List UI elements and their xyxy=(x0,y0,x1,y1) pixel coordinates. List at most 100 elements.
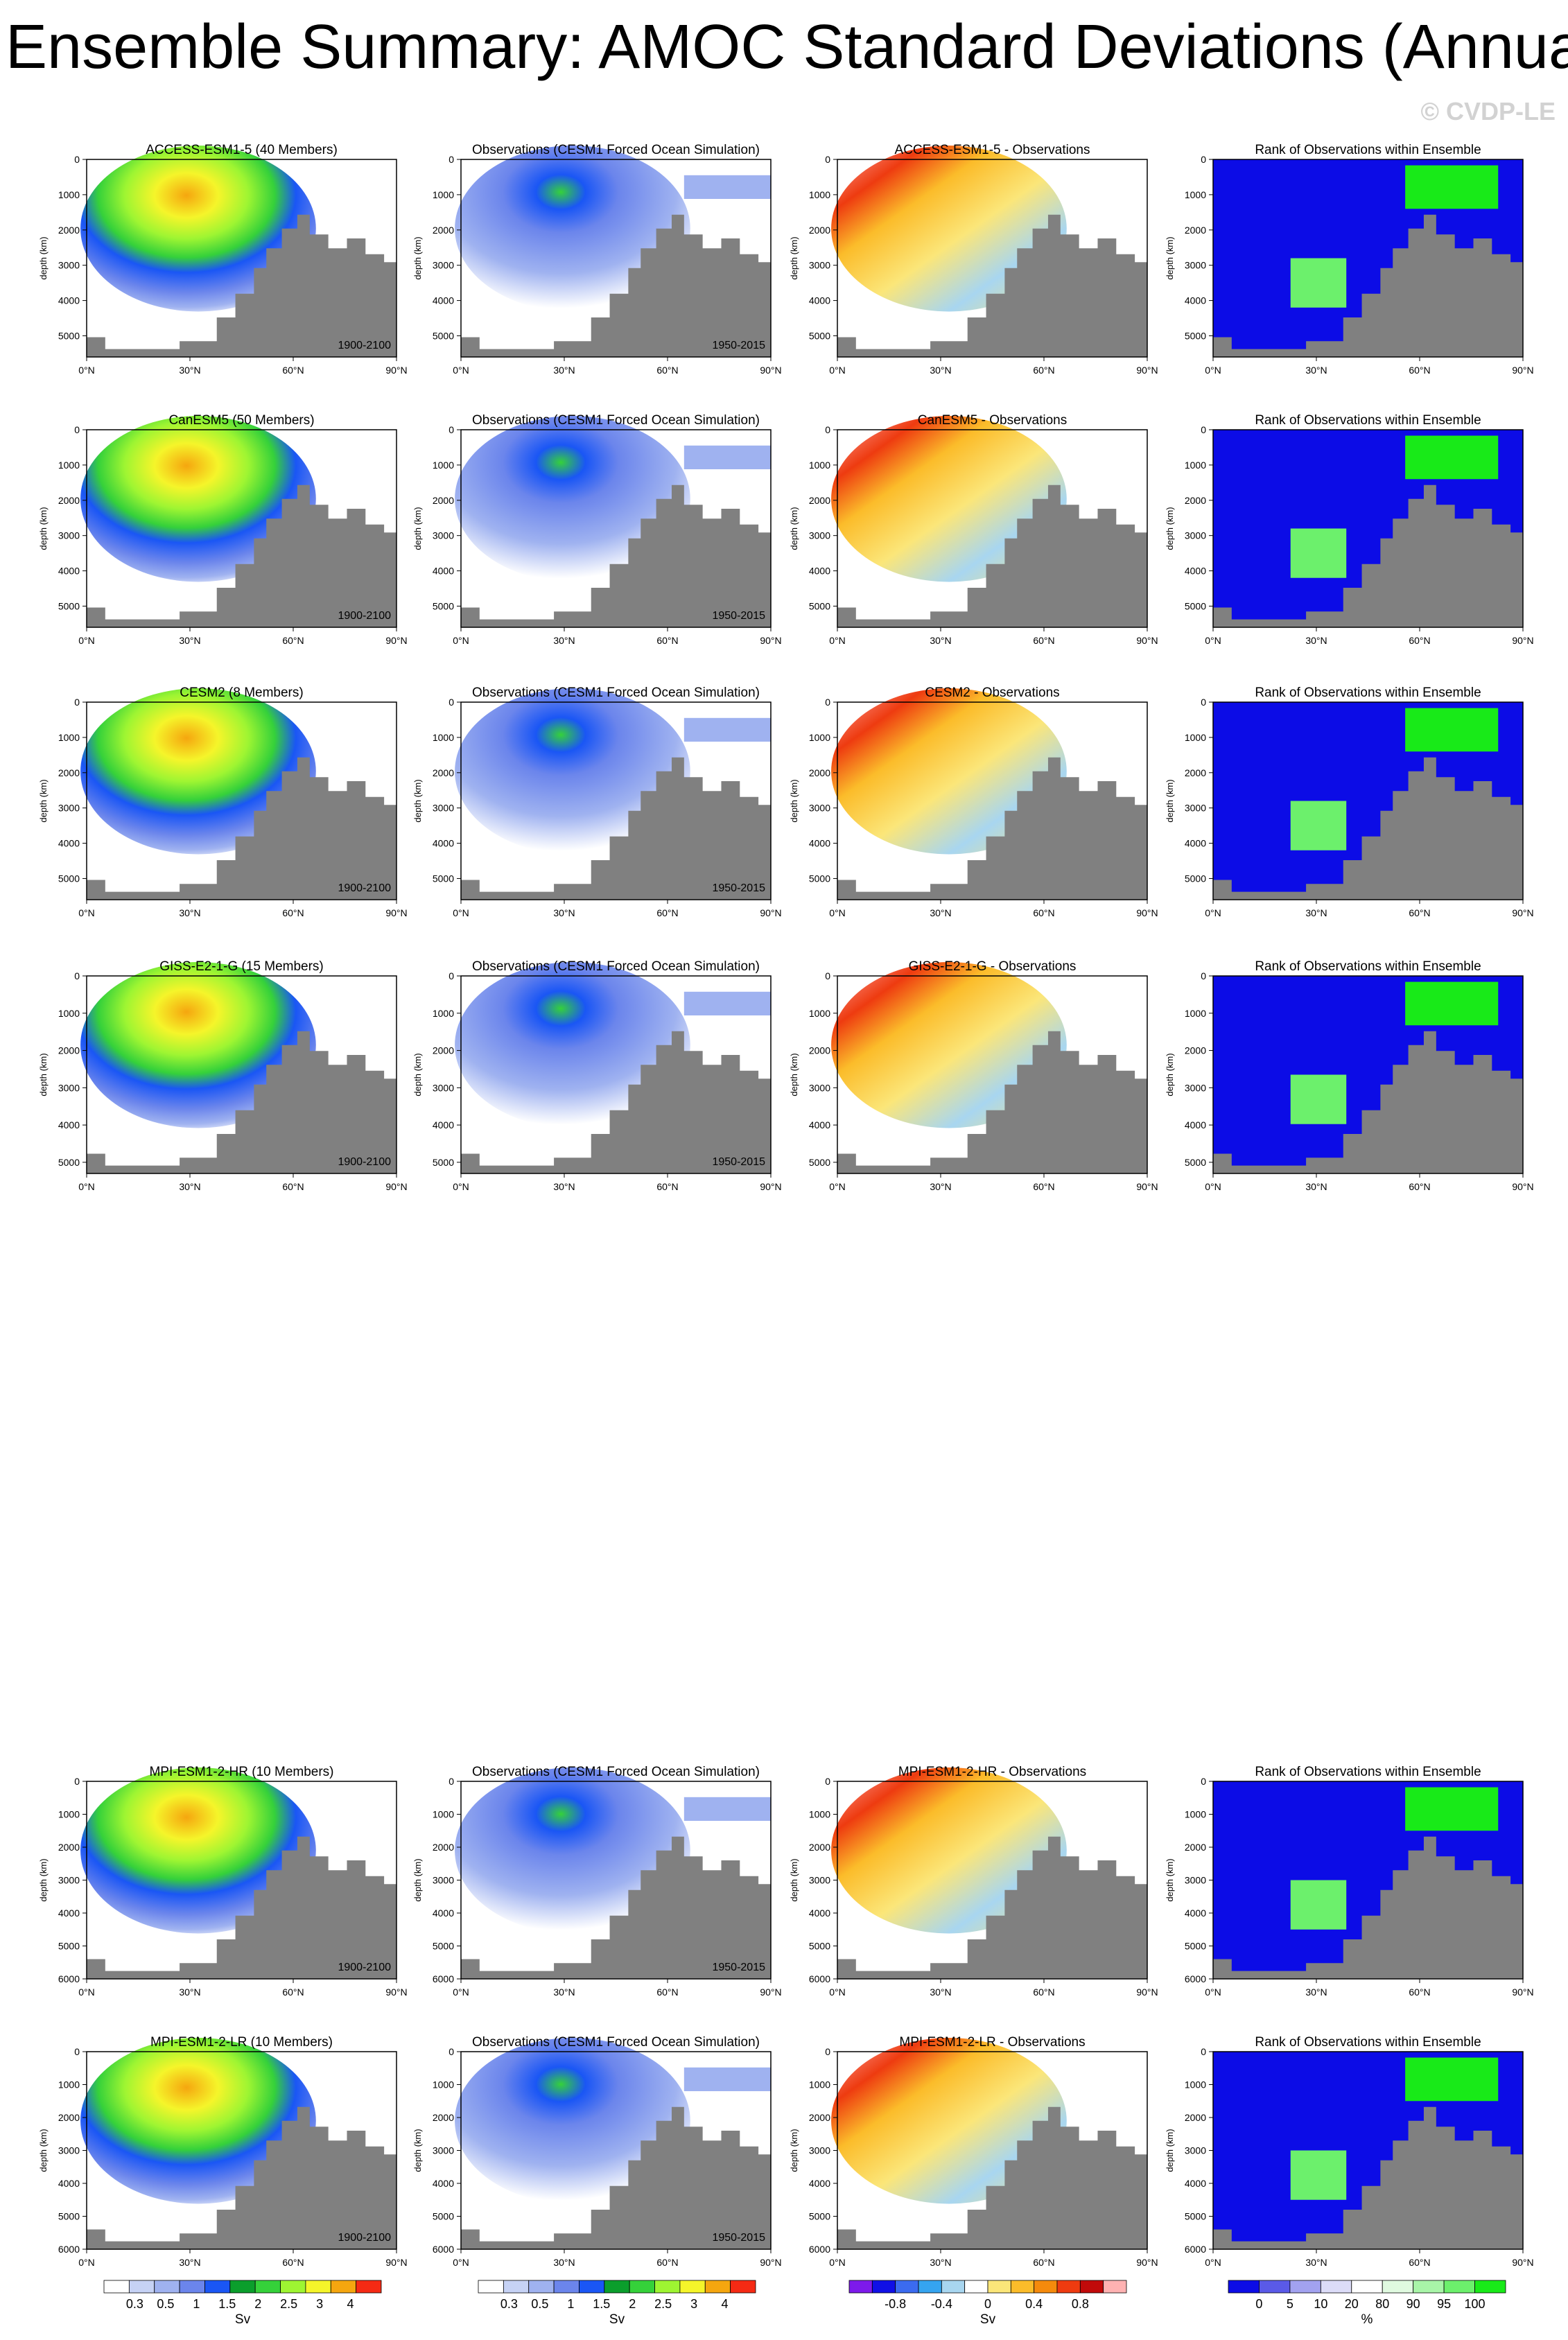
period-label: 1900-2100 xyxy=(338,340,391,351)
y-axis-label: depth (km) xyxy=(412,1858,423,1901)
labelbar-swatch xyxy=(1474,2280,1506,2294)
ytick-label: 4000 xyxy=(1185,1907,1206,1919)
period-label: 1900-2100 xyxy=(338,2232,391,2244)
panel-r3-c2: GISS-E2-1-G - Observations 0°N 30°N 60°N 90°… xyxy=(789,959,1158,1192)
ytick-label: 5000 xyxy=(809,600,830,611)
y-axis-label: depth (km) xyxy=(1165,236,1175,279)
labelbar-swatch xyxy=(1259,2280,1291,2294)
xtick-label: 30°N xyxy=(1305,635,1327,646)
labelbar-tick: 1 xyxy=(567,2297,574,2311)
ytick-label: 2000 xyxy=(1185,2112,1206,2123)
xtick-label: 60°N xyxy=(656,1181,678,1192)
labelbar-tick: 2 xyxy=(629,2297,636,2311)
panel-title: Observations (CESM1 Forced Ocean Simulat… xyxy=(472,1765,760,1779)
rank-mid-patch xyxy=(1290,801,1347,850)
panel-frame xyxy=(86,975,397,1174)
ytick-label: 4000 xyxy=(433,838,454,849)
ytick-label: 2000 xyxy=(809,767,830,778)
land-mask xyxy=(87,214,397,357)
ytick-label: 0 xyxy=(1201,970,1206,981)
rank-high-patch xyxy=(1405,1787,1499,1831)
xtick-label: 30°N xyxy=(553,1181,575,1192)
ytick-label: 4000 xyxy=(809,1907,830,1919)
labelbar-swatch xyxy=(1056,2280,1081,2294)
panel-grid: ACCESS-ESM1-5 (40 Members) 1900-2100 0°N 30… xyxy=(38,143,1534,2268)
ytick-label: 5000 xyxy=(1185,600,1206,611)
ytick-label: 1000 xyxy=(1185,189,1206,200)
obs-band xyxy=(683,717,771,742)
labelbar-unit: Sv xyxy=(980,2312,996,2327)
obs-band xyxy=(683,175,771,199)
y-axis-label: depth (km) xyxy=(789,779,799,822)
rank-mid-patch xyxy=(1290,258,1347,308)
ytick-label: 0 xyxy=(1201,424,1206,435)
xtick-label: 30°N xyxy=(1305,1987,1327,1998)
obs-band xyxy=(683,445,771,469)
ytick-label: 4000 xyxy=(809,1119,830,1130)
xtick-label: 0°N xyxy=(453,2257,469,2268)
ytick-label: 3000 xyxy=(809,260,830,271)
xtick-label: 60°N xyxy=(1033,1181,1054,1192)
panel-title: Observations (CESM1 Forced Ocean Simulat… xyxy=(472,686,760,700)
xtick-label: 0°N xyxy=(829,635,846,646)
ytick-label: 5000 xyxy=(809,1941,830,1952)
xtick-label: 0°N xyxy=(829,1181,846,1192)
ytick-label: 1000 xyxy=(58,1809,80,1820)
xtick-label: 60°N xyxy=(282,1987,304,1998)
ytick-label: 2000 xyxy=(58,2112,80,2123)
xtick-label: 30°N xyxy=(553,1987,575,1998)
panel-r1-c1: Observations (CESM1 Forced Ocean Simulat… xyxy=(412,413,782,646)
panel-title: Observations (CESM1 Forced Ocean Simulat… xyxy=(472,2035,760,2050)
panel-frame xyxy=(837,701,1148,900)
labelbar-swatch xyxy=(280,2280,306,2294)
ytick-label: 1000 xyxy=(58,460,80,471)
xtick-label: 0°N xyxy=(78,635,95,646)
page-title: Ensemble Summary: AMOC Standard Deviatio… xyxy=(6,12,1568,82)
y-axis-label: depth (km) xyxy=(412,2129,423,2172)
labelbar-swatch xyxy=(1351,2280,1383,2294)
ytick-label: 4000 xyxy=(1185,566,1206,577)
xtick-label: 30°N xyxy=(930,365,951,376)
ytick-label: 0 xyxy=(1201,1776,1206,1787)
panel-frame xyxy=(837,159,1148,358)
labelbar-swatch xyxy=(704,2280,731,2294)
ytick-label: 6000 xyxy=(433,1973,454,1984)
ytick-label: 5000 xyxy=(58,330,80,341)
labelbar-swatch xyxy=(179,2280,205,2294)
ytick-label: 3000 xyxy=(1185,2145,1206,2156)
labelbar-swatch xyxy=(679,2280,706,2294)
period-label: 1950-2015 xyxy=(712,610,765,622)
labelbar-tick: 0.3 xyxy=(126,2297,143,2311)
labelbar-swatch xyxy=(1079,2280,1104,2294)
ytick-label: 2000 xyxy=(433,767,454,778)
xtick-label: 90°N xyxy=(1136,2257,1158,2268)
panel-title: Observations (CESM1 Forced Ocean Simulat… xyxy=(472,143,760,157)
ytick-label: 4000 xyxy=(58,295,80,306)
panel-r4-c2: MPI-ESM1-2-HR - Observations 0°N 30°N 60°N 9… xyxy=(789,1765,1158,1998)
land-mask xyxy=(461,1836,771,1979)
ytick-label: 6000 xyxy=(58,1973,80,1984)
ytick-label: 3000 xyxy=(809,1082,830,1093)
labelbar-swatch xyxy=(848,2280,873,2294)
panel-title: Rank of Observations within Ensemble xyxy=(1255,959,1481,974)
ytick-label: 4000 xyxy=(58,2178,80,2189)
xtick-label: 90°N xyxy=(385,365,407,376)
ytick-label: 1000 xyxy=(809,1008,830,1019)
panel-frame xyxy=(460,701,772,900)
panel-frame xyxy=(460,159,772,358)
ytick-label: 1000 xyxy=(809,189,830,200)
ytick-label: 1000 xyxy=(433,732,454,743)
ytick-label: 5000 xyxy=(58,873,80,884)
labelbar-swatch xyxy=(941,2280,966,2294)
obs-band xyxy=(683,991,771,1015)
ytick-label: 6000 xyxy=(58,2244,80,2255)
ytick-label: 3000 xyxy=(433,1082,454,1093)
ytick-label: 1000 xyxy=(809,460,830,471)
xtick-label: 0°N xyxy=(78,2257,95,2268)
labelbar-swatch xyxy=(1228,2280,1260,2294)
ytick-label: 1000 xyxy=(433,2079,454,2090)
ytick-label: 0 xyxy=(74,697,80,708)
labelbar-3: 0 5 10 20 80 90 95 100% xyxy=(1228,2280,1506,2327)
ytick-label: 1000 xyxy=(433,1008,454,1019)
rank-mid-patch xyxy=(1290,1074,1347,1124)
